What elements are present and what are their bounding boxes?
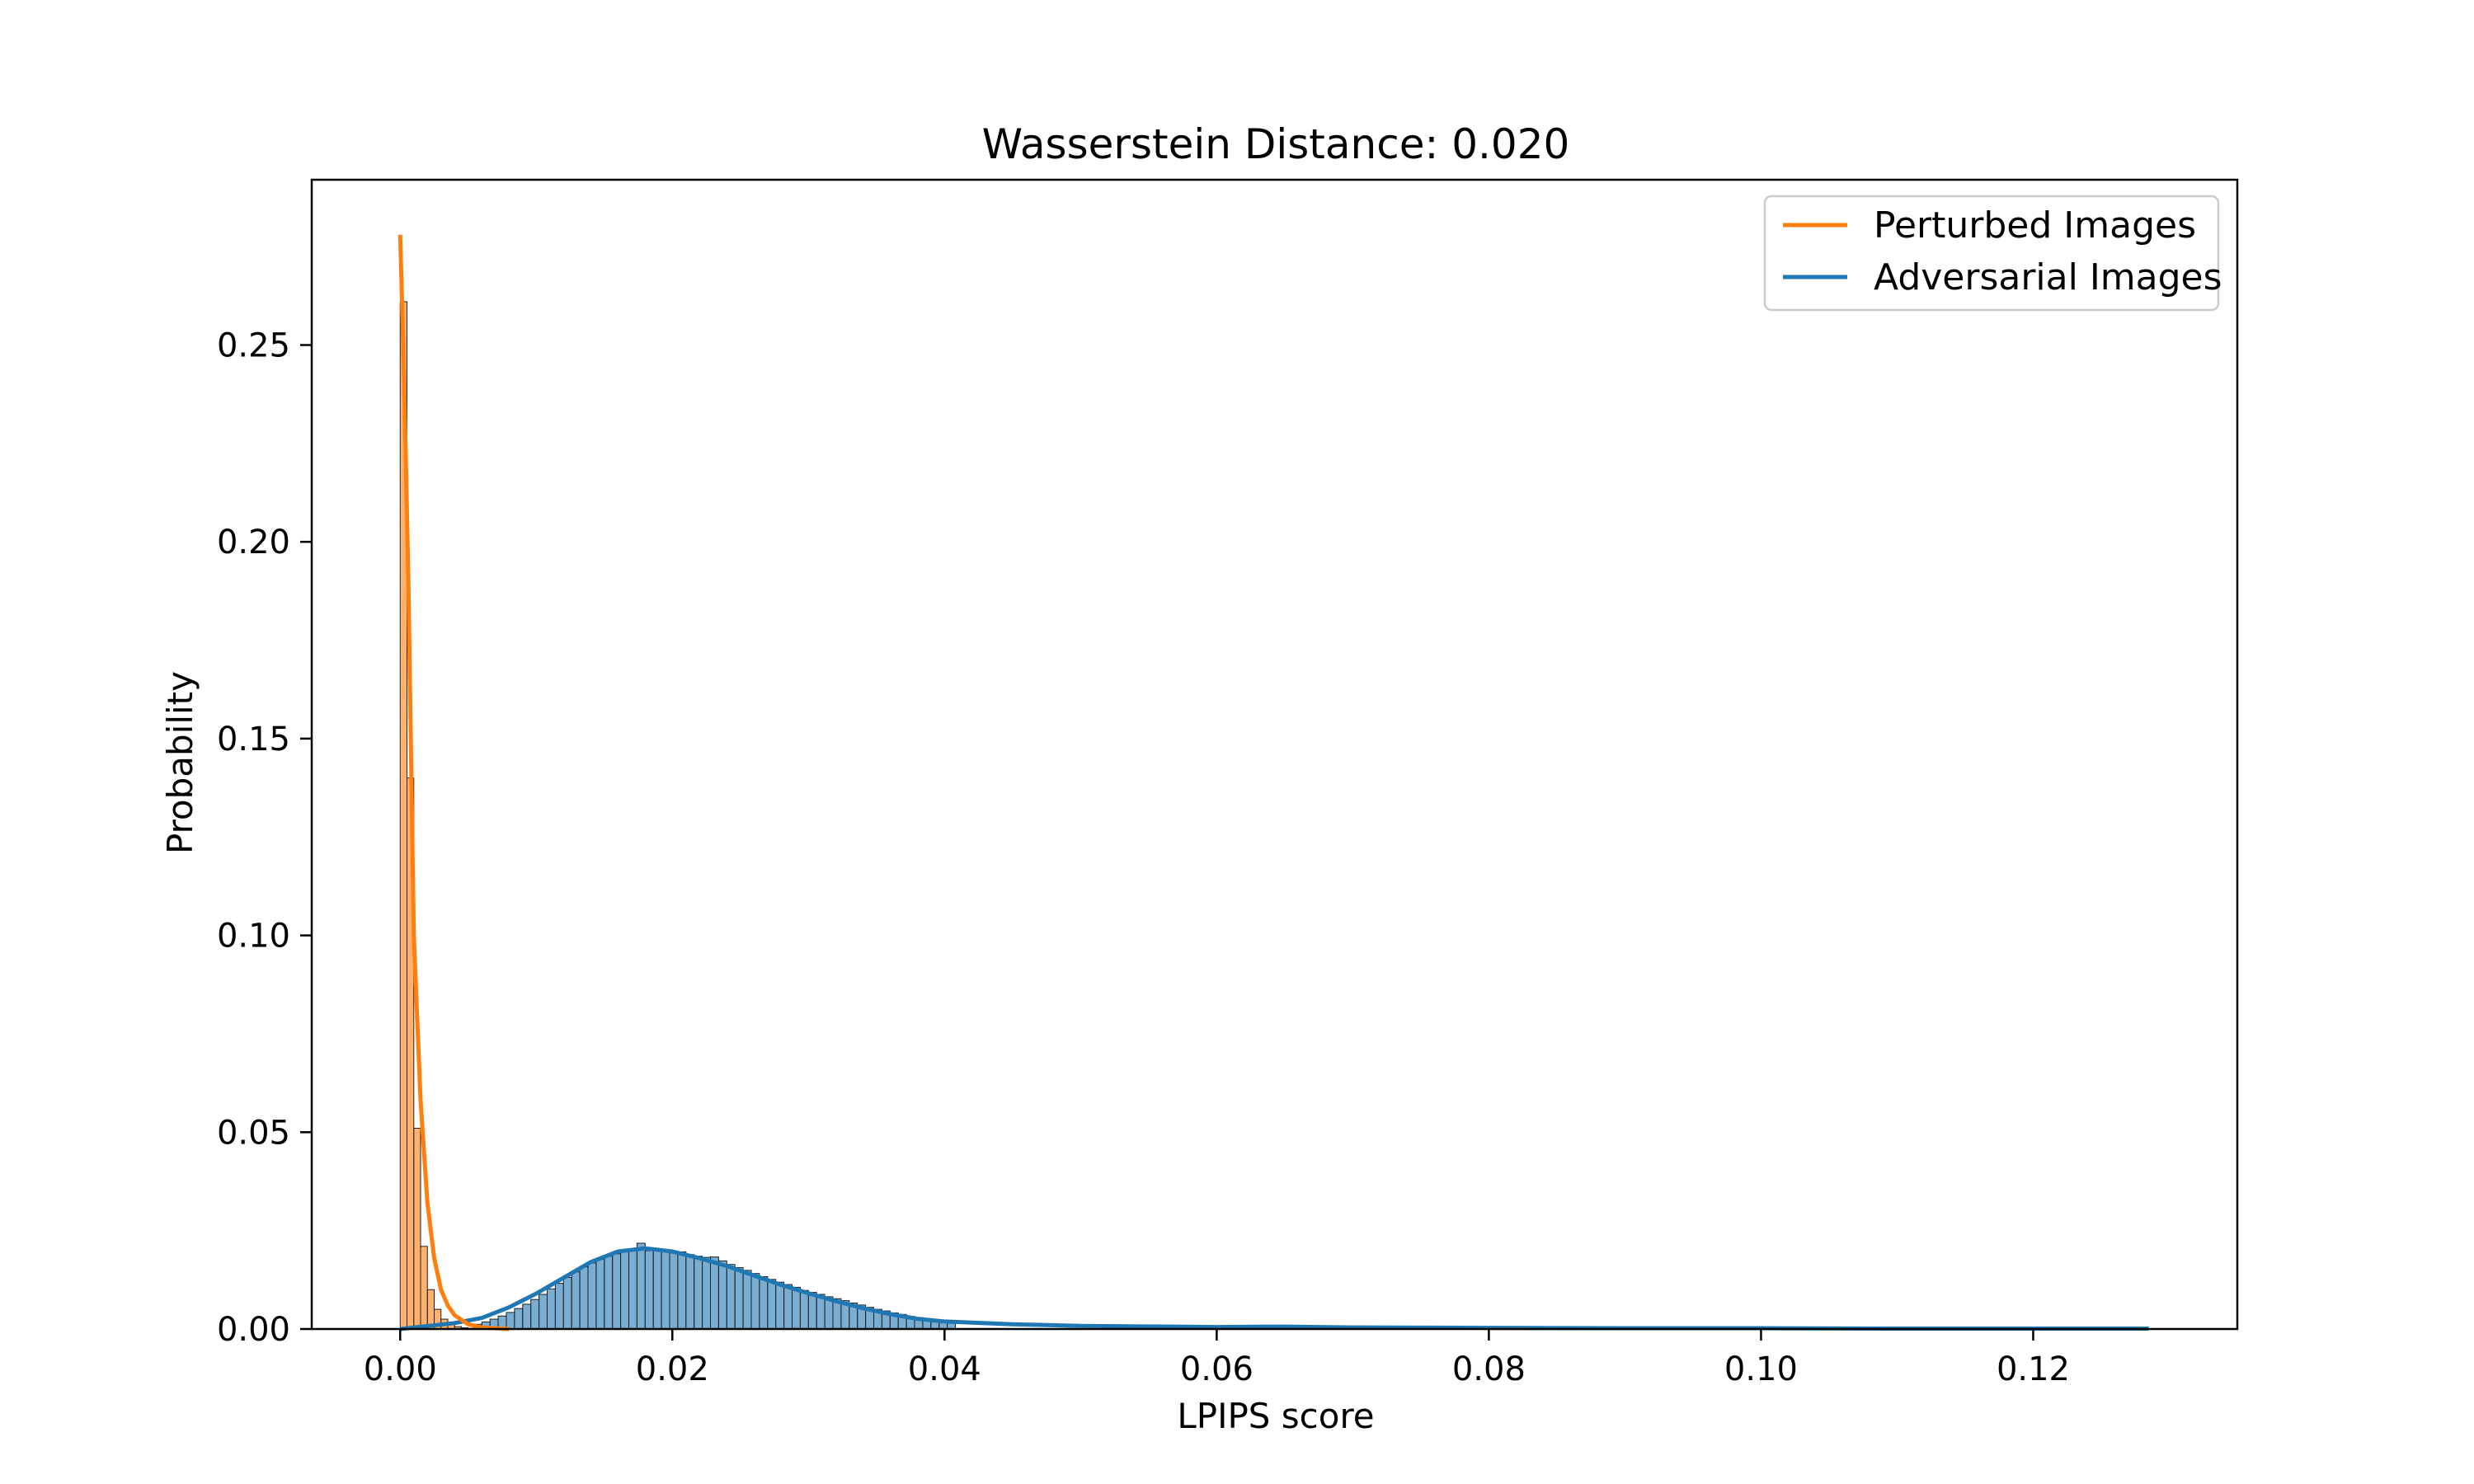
x-tick-label: 0.06 [1180, 1350, 1253, 1388]
legend: Perturbed Images Adversarial Images [1763, 195, 2222, 312]
histogram-bar-adversarial [677, 1251, 687, 1330]
histogram-bar-adversarial [685, 1254, 695, 1330]
histogram-bar-adversarial [783, 1284, 793, 1330]
histogram-bar-adversarial [628, 1248, 637, 1330]
histogram-bar-adversarial [636, 1242, 646, 1330]
histogram-bar-adversarial [717, 1260, 727, 1330]
histogram-bar-adversarial [530, 1298, 540, 1330]
x-axis-ticks: 0.00 0.02 0.04 0.06 0.08 0.10 0.12 [364, 1329, 2070, 1388]
histogram-bar-adversarial [612, 1253, 622, 1330]
kde-line-perturbed [397, 234, 510, 1331]
histogram-bar-adversarial [506, 1312, 515, 1330]
histogram-bar-adversarial [807, 1292, 817, 1330]
kde-line-adversarial [400, 1246, 2149, 1331]
histogram-bar-adversarial [522, 1303, 532, 1330]
histogram-bar-adversarial [702, 1256, 712, 1330]
histogram-bar-perturbed [420, 1246, 428, 1330]
histogram-bar-adversarial [514, 1308, 524, 1330]
histogram-bar-adversarial [652, 1248, 662, 1330]
histogram-bar-adversarial [792, 1286, 801, 1330]
y-tick-label: 0.05 [217, 1114, 290, 1152]
histogram-bar-adversarial [539, 1294, 548, 1330]
plot-area-frame [310, 178, 2239, 1331]
y-tick-label: 0.15 [217, 721, 290, 758]
histogram-bar-adversarial [799, 1289, 809, 1330]
y-tick-label: 0.10 [217, 918, 290, 956]
histogram-bar-perturbed [426, 1289, 435, 1330]
kde-layer [397, 234, 2149, 1331]
legend-box [1763, 195, 2220, 312]
histogram-bar-adversarial [669, 1250, 679, 1330]
x-tick-label: 0.08 [1452, 1350, 1526, 1388]
y-tick-label: 0.20 [217, 524, 290, 561]
legend-label-perturbed: Perturbed Images [1874, 204, 2196, 247]
legend-label-adversarial: Adversarial Images [1874, 256, 2222, 298]
histogram-bar-adversarial [579, 1266, 589, 1330]
histogram-bar-adversarial [710, 1256, 719, 1330]
histogram-bar-adversarial [562, 1276, 572, 1330]
histogram-bar-adversarial [554, 1283, 564, 1330]
histogram-bar-perturbed [413, 1128, 421, 1330]
histogram-bar-adversarial [759, 1276, 769, 1330]
x-tick-label: 0.00 [364, 1350, 437, 1388]
x-tick-label: 0.10 [1724, 1350, 1798, 1388]
histogram-bar-adversarial [571, 1271, 581, 1330]
x-tick-label: 0.02 [636, 1350, 709, 1388]
x-tick-label: 0.12 [1997, 1350, 2070, 1388]
histogram-bar-adversarial [726, 1264, 736, 1330]
x-tick-label: 0.04 [908, 1350, 981, 1388]
y-tick-label: 0.00 [217, 1311, 290, 1349]
y-axis-ticks: 0.00 0.05 0.10 0.15 0.20 0.25 [217, 327, 312, 1349]
histogram-bar-adversarial [734, 1267, 744, 1330]
histogram-bar-adversarial [644, 1250, 654, 1330]
histogram-bar-adversarial [767, 1279, 777, 1330]
histogram-bar-adversarial [694, 1256, 703, 1330]
histogram-bar-adversarial [604, 1256, 614, 1330]
x-axis-label: LPIPS score [1177, 1396, 1374, 1436]
histogram-bar-adversarial [587, 1262, 597, 1330]
histogram-bar-adversarial [775, 1281, 785, 1330]
y-tick-label: 0.25 [217, 327, 290, 365]
histogram-bar-adversarial [742, 1270, 752, 1330]
histogram-bar-adversarial [595, 1259, 605, 1330]
histogram-bar-adversarial [620, 1251, 629, 1330]
chart-title: Wasserstein Distance: 0.020 [982, 120, 1570, 168]
histogram-bar-adversarial [661, 1249, 670, 1330]
histogram-bar-adversarial [750, 1273, 760, 1330]
y-axis-label: Probability [160, 671, 200, 854]
histogram-bar-adversarial [546, 1288, 556, 1330]
